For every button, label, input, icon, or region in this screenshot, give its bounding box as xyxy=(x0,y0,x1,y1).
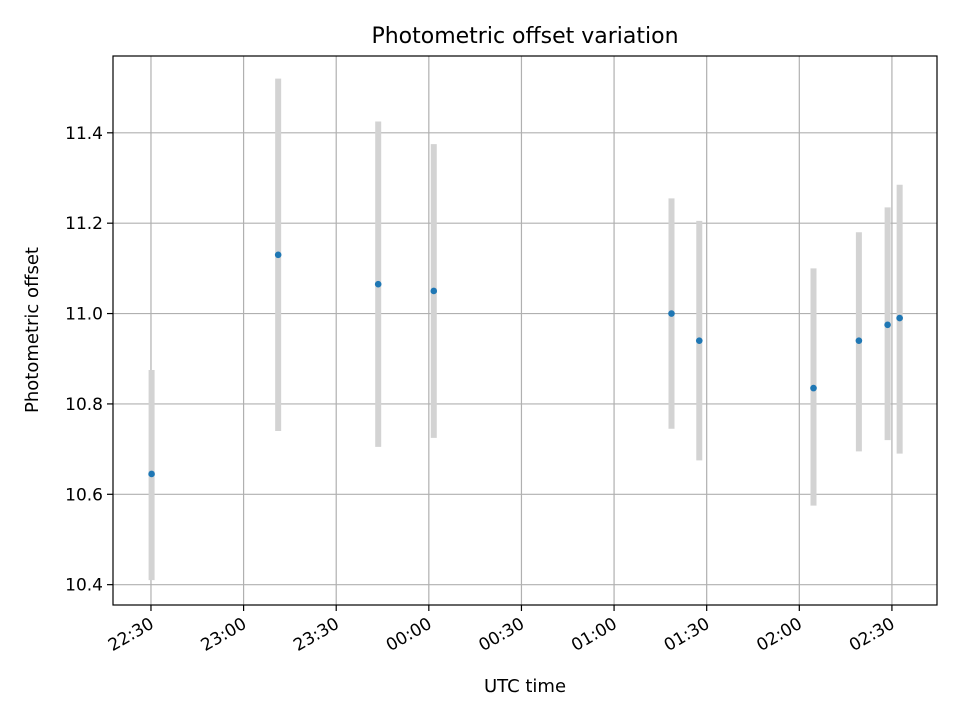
data-points xyxy=(148,251,903,478)
data-point xyxy=(810,384,817,392)
chart-title: Photometric offset variation xyxy=(371,24,678,49)
data-point xyxy=(695,337,703,344)
data-point xyxy=(430,287,438,295)
data-point xyxy=(668,310,675,317)
plot-frame xyxy=(112,55,938,606)
data-point xyxy=(896,314,903,322)
data-point xyxy=(884,321,891,329)
y-tick-label: 11.2 xyxy=(65,214,103,234)
x-axis-label: UTC time xyxy=(484,676,566,697)
y-tick-label: 11.4 xyxy=(65,124,103,144)
grid xyxy=(113,56,937,605)
y-tick-label: 10.8 xyxy=(65,395,103,415)
y-axis-ticks: 10.4 10.6 10.8 11.0 11.2 11.4 xyxy=(65,124,113,596)
y-axis-label: Photometric offset xyxy=(22,247,43,413)
y-tick-label: 11.0 xyxy=(65,305,103,325)
data-point xyxy=(374,280,382,288)
data-point xyxy=(274,251,282,259)
y-tick-label: 10.6 xyxy=(65,485,103,505)
data-point xyxy=(148,470,155,478)
y-tick-label: 10.4 xyxy=(65,576,103,596)
data-point xyxy=(855,337,863,344)
